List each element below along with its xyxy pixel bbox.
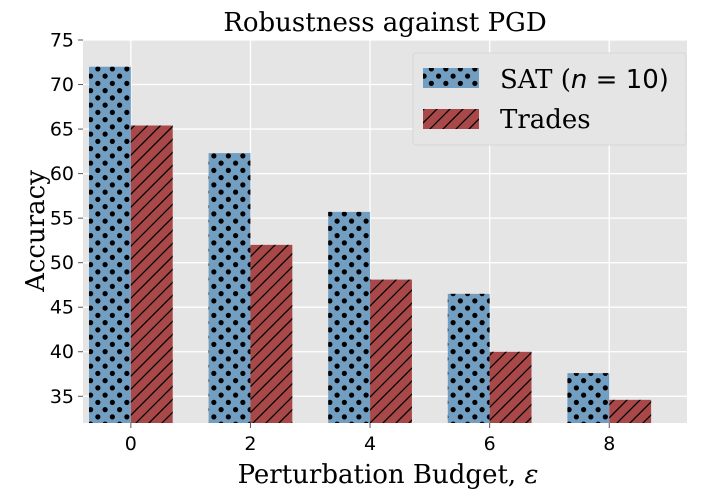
bar-trades-2-hatch	[250, 244, 293, 423]
bar-trades-4-hatch	[370, 279, 412, 423]
x-tick-label-4: 4	[364, 433, 376, 455]
x-tick-label-0: 0	[125, 433, 137, 455]
bar-sat-8-hatch	[567, 373, 610, 423]
y-tick-label-50: 50	[50, 252, 74, 274]
legend-swatch-sat-hatch	[423, 68, 479, 88]
legend-label-sat-math: n	[571, 65, 587, 95]
bar-sat-6-hatch	[447, 293, 490, 423]
x-tick-label-8: 8	[603, 433, 615, 455]
x-axis-label: Perturbation Budget, ε	[238, 460, 539, 490]
y-tick-label-75: 75	[50, 30, 74, 52]
y-tick-label-35: 35	[50, 386, 74, 408]
legend: SAT (n = 10) Trades	[412, 52, 687, 146]
x-axis-label-symbol: ε	[524, 460, 538, 490]
y-tick-label-65: 65	[50, 119, 74, 141]
bar-trades-8-hatch	[609, 399, 652, 423]
legend-label-trades: Trades	[500, 105, 591, 135]
x-tick-label-2: 2	[244, 433, 256, 455]
y-tick-label-45: 45	[50, 297, 74, 319]
y-tick-label-70: 70	[50, 74, 74, 96]
x-axis-label-text: Perturbation Budget,	[238, 460, 525, 490]
y-axis-ticks: 35 40 45 50 55 60 65 70 75	[50, 30, 83, 408]
legend-label-sat-text: SAT (	[500, 65, 571, 95]
y-tick-label-55: 55	[50, 208, 74, 230]
bar-sat-2-hatch	[208, 153, 251, 424]
legend-box	[412, 52, 687, 146]
x-axis-ticks: 0 2 4 6 8	[125, 423, 615, 455]
x-tick-label-6: 6	[484, 433, 496, 455]
bars	[88, 66, 652, 424]
bar-sat-4-hatch	[328, 211, 371, 423]
chart-title: Robustness against PGD	[223, 8, 546, 38]
y-axis-label: Accuracy	[21, 170, 51, 293]
legend-swatch-trades-hatch	[423, 109, 479, 129]
bar-sat-0-hatch	[88, 66, 131, 423]
legend-label-sat-math-rest: = 10)	[587, 65, 669, 95]
legend-label-sat: SAT (n = 10)	[500, 65, 669, 95]
y-tick-label-40: 40	[50, 341, 74, 363]
y-tick-label-60: 60	[50, 163, 74, 185]
bar-trades-6-hatch	[489, 351, 532, 423]
bar-trades-0-hatch	[130, 125, 173, 424]
